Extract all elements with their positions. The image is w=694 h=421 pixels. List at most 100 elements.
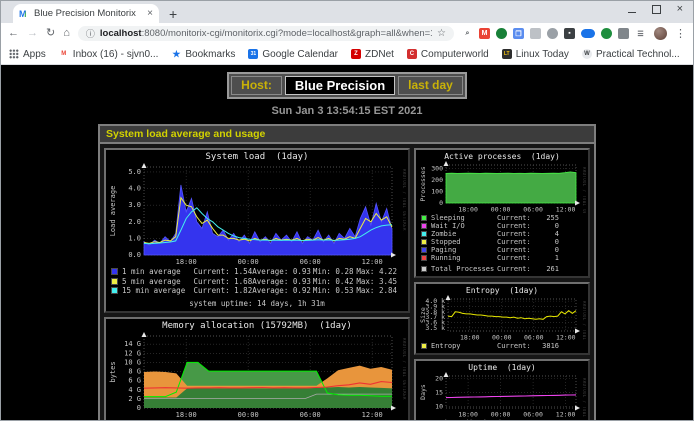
memory-legend: UsedCachedBuffersActiveInactive	[106, 419, 408, 421]
uptime-chart[interactable]: Uptime (1day) 10 15 20 18:00 00:00 06:00 12:00 D…	[414, 359, 590, 420]
legend-row: Wait I/O Current: 0	[421, 222, 583, 230]
host-label: Host:	[231, 76, 282, 95]
svg-text:18:00: 18:00	[458, 206, 478, 214]
dark-square-ext-icon[interactable]: ▪	[564, 28, 575, 39]
extension-icons: ⌕ M ❐ ▪ ☰	[462, 28, 646, 39]
charts-right-column: Active processes (1day) 0 100 200 300 18:00 00…	[414, 148, 590, 420]
uptime-plot: 10 15 20 18:00 00:00 06:00 12:00 Days RRDTOOL / …	[419, 372, 586, 419]
legend-row: Sleeping Current: 255	[421, 214, 583, 222]
system-load-chart[interactable]: System load (1day) 0.0 1.0 2.0 3.0 4.0 5.0 18:0…	[104, 148, 410, 313]
computerworld-icon: C	[406, 49, 417, 59]
tab-title: Blue Precision Monitorix	[34, 8, 136, 19]
active-processes-chart[interactable]: Active processes (1day) 0 100 200 300 18:00 00…	[414, 148, 590, 278]
cast-ext-icon[interactable]	[547, 28, 558, 39]
legend-row: Paging Current: 0	[421, 246, 583, 254]
entropy-chart-title: Entropy (1day)	[465, 286, 539, 295]
window-close-icon[interactable]: ×	[676, 3, 683, 15]
svg-text:3.6 k: 3.6 k	[425, 318, 445, 326]
globe-ext-icon[interactable]	[496, 28, 507, 39]
bookmark-google-calendar[interactable]: 31 Google Calendar	[248, 49, 338, 60]
svg-text:18:00: 18:00	[460, 334, 480, 342]
bookmark-label: Practical Technol...	[595, 48, 680, 60]
puzzle-extensions-icon[interactable]	[618, 28, 629, 39]
svg-text:0: 0	[439, 199, 443, 207]
svg-text:12:00: 12:00	[556, 334, 576, 342]
svg-text:6 G: 6 G	[128, 376, 141, 384]
gmail-icon: M	[58, 49, 69, 59]
bookmark-bookmarks[interactable]: ★ Bookmarks	[171, 49, 235, 60]
svg-text:00:00: 00:00	[491, 206, 511, 214]
url-bar[interactable]: ⓘ localhost:8080/monitorix-cgi/monitorix…	[77, 26, 454, 41]
legend-row: Total Processes Current: 261	[421, 265, 583, 273]
legend-row: 15 min average Current: 1.82 Average: 0.92…	[111, 286, 403, 296]
svg-text:00:00: 00:00	[491, 411, 511, 419]
svg-text:4.0 k: 4.0 k	[425, 297, 445, 305]
procs-legend: Sleeping Current: 255 Wait I/O Current: 0 Zomb…	[416, 213, 588, 276]
window-controls: ×	[627, 3, 683, 15]
copy-pages-ext-icon[interactable]: ❐	[513, 28, 524, 39]
maximize-icon[interactable]	[651, 5, 661, 14]
bookmark-practical-technol[interactable]: W Practical Technol...	[581, 48, 680, 60]
back-icon[interactable]: ←	[8, 27, 19, 39]
info-icon[interactable]: ⓘ	[85, 29, 95, 39]
bookmark-zdnet[interactable]: Z ZDNet	[351, 49, 394, 60]
svg-text:Days: Days	[419, 384, 427, 400]
legend-row: Stopped Current: 0	[421, 238, 583, 246]
tab-close-icon[interactable]: ×	[147, 7, 153, 19]
bookmark-apps[interactable]: Apps	[9, 49, 46, 60]
host-name: Blue Precision	[284, 76, 396, 95]
svg-text:Size: Size	[419, 307, 427, 323]
bookmark-linux-today[interactable]: LT Linux Today	[501, 49, 569, 60]
system-load-section: System load average and usage System loa…	[98, 124, 596, 420]
report-timestamp: Sun Jan 3 13:54:15 EST 2021	[271, 105, 423, 117]
gray-box-ext-icon[interactable]	[530, 28, 541, 39]
minimize-icon[interactable]	[627, 7, 636, 13]
svg-text:200: 200	[431, 176, 443, 184]
svg-text:Load average: Load average	[109, 186, 117, 237]
bookmark-inbox-16-sjvn0[interactable]: M Inbox (16) - sjvn0...	[58, 49, 158, 60]
svg-text:00:00: 00:00	[492, 334, 512, 342]
linuxtoday-icon: LT	[501, 49, 512, 59]
bookmark-label: Computerworld	[420, 48, 489, 60]
messenger-ext-icon[interactable]	[581, 29, 595, 38]
home-icon[interactable]: ⌂	[63, 27, 70, 39]
chrome-menu-icon[interactable]: ⋮	[675, 28, 686, 40]
svg-text:10 G: 10 G	[124, 358, 141, 366]
svg-text:12:00: 12:00	[556, 411, 576, 419]
svg-text:Processes: Processes	[419, 166, 427, 201]
browser-toolbar: ← → ↻ ⌂ ⓘ localhost:8080/monitorix-cgi/m…	[1, 23, 693, 44]
svg-text:4.0: 4.0	[128, 185, 141, 193]
mail-ext-icon[interactable]: M	[479, 28, 490, 39]
svg-text:06:00: 06:00	[523, 411, 543, 419]
sysload-plot: 0.0 1.0 2.0 3.0 4.0 5.0 18:00 00:00 06:00 12:00 Lo…	[109, 163, 406, 266]
svg-text:1.0: 1.0	[128, 234, 141, 242]
svg-text:00:00: 00:00	[238, 258, 259, 266]
svg-text:3.0: 3.0	[128, 201, 141, 209]
bookmark-star-icon[interactable]: ☆	[437, 28, 446, 39]
forward-icon[interactable]: →	[27, 27, 38, 39]
svg-text:18:00: 18:00	[458, 411, 478, 419]
legend-row: Running Current: 1	[421, 254, 583, 262]
profile-avatar[interactable]	[654, 27, 667, 40]
svg-text:14 G: 14 G	[124, 340, 141, 348]
svg-text:12:00: 12:00	[556, 206, 576, 214]
browser-tab[interactable]: M Blue Precision Monitorix ×	[13, 4, 159, 23]
url-host: localhost	[99, 28, 142, 39]
svg-text:RRDTOOL / TOBI OETIKER: RRDTOOL / TOBI OETIKER	[582, 301, 586, 341]
period-selector[interactable]: last day	[398, 76, 463, 95]
charts-grid: System load (1day) 0.0 1.0 2.0 3.0 4.0 5.0 18:0…	[100, 144, 594, 420]
entropy-legend: Entropy Current: 3816	[416, 341, 588, 353]
tune-ext-icon[interactable]: ☰	[637, 30, 644, 38]
page-content: Host: Blue Precision last day Sun Jan 3 …	[1, 65, 693, 420]
green-circle-ext-icon[interactable]	[601, 28, 612, 39]
host-selector-bar: Host: Blue Precision last day	[227, 72, 467, 99]
bookmark-computerworld[interactable]: C Computerworld	[406, 48, 489, 60]
reload-icon[interactable]: ↻	[46, 27, 56, 39]
bookmark-label: Apps	[23, 48, 46, 60]
new-tab-button[interactable]: +	[169, 6, 178, 22]
sysload-chart-title: System load (1day)	[205, 152, 309, 162]
search-ext-icon[interactable]: ⌕	[465, 29, 470, 37]
svg-text:RRDTOOL / TOBI OETIKER: RRDTOOL / TOBI OETIKER	[402, 338, 406, 400]
